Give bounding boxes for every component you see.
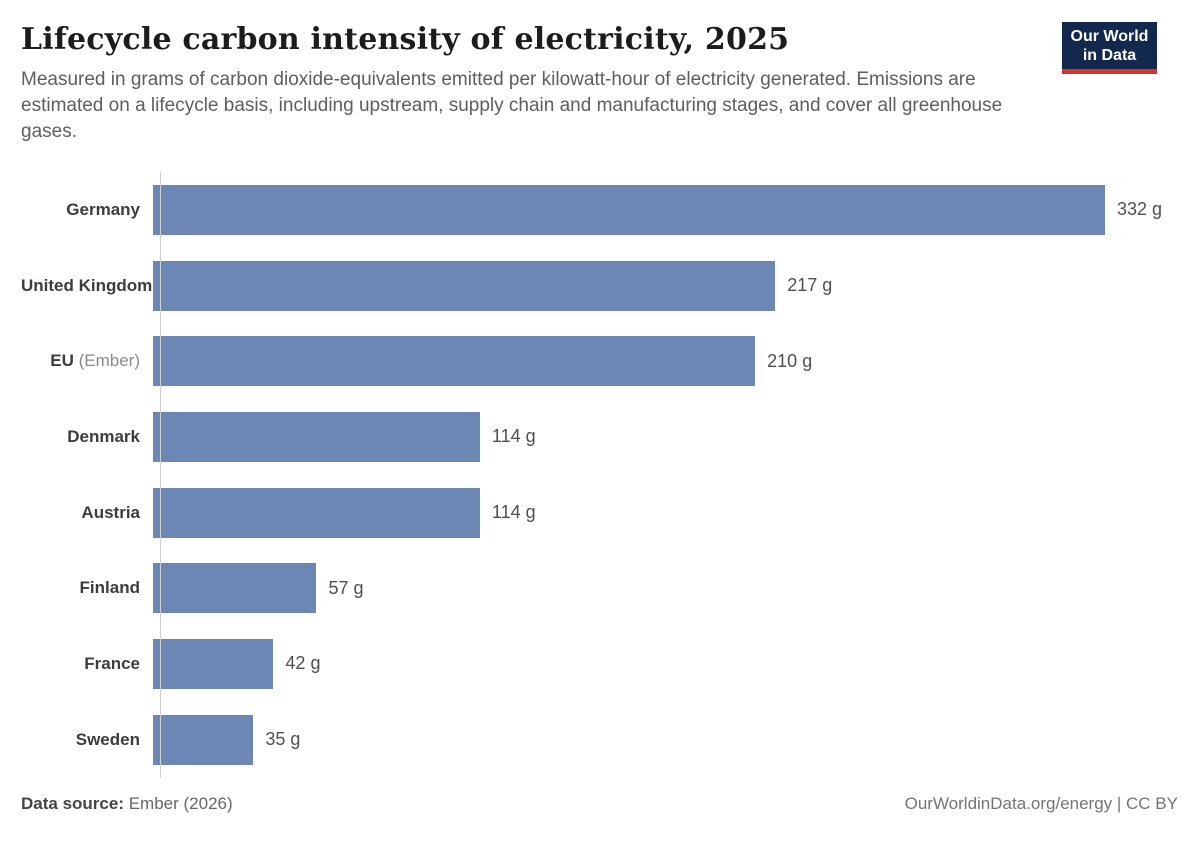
owid-logo: Our World in Data	[1062, 22, 1157, 74]
bar-row: Germany 332 g	[21, 172, 1178, 248]
bar[interactable]	[153, 260, 776, 311]
data-source-label: Data source:	[21, 794, 124, 813]
bar-area: 57 g	[153, 563, 1178, 614]
bar-value-label: 217 g	[787, 275, 833, 296]
country-label: Austria	[81, 502, 140, 522]
country-label: France	[84, 653, 140, 673]
country-label: Sweden	[75, 729, 140, 749]
bar[interactable]	[153, 411, 480, 462]
bar-row: EU (Ember) 210 g	[21, 323, 1178, 399]
owid-logo-red-strip	[1062, 69, 1157, 74]
bar-area: 114 g	[153, 411, 1178, 462]
chart-header: Lifecycle carbon intensity of electricit…	[21, 0, 1178, 145]
bar-rows: Germany 332 g United Kingdom 217 g EU (E…	[21, 172, 1178, 778]
y-axis-line	[160, 172, 161, 778]
country-label-suffix: (Ember)	[73, 351, 140, 371]
bar[interactable]	[153, 563, 317, 614]
bar-value-label: 114 g	[491, 426, 536, 447]
bar-row: Finland 57 g	[21, 550, 1178, 626]
bar-value-label: 332 g	[1117, 199, 1163, 220]
bar-row: United Kingdom 217 g	[21, 248, 1178, 324]
bar-area: 210 g	[153, 336, 1178, 387]
country-label: United Kingdom	[21, 275, 153, 295]
bar-value-label: 210 g	[767, 350, 813, 371]
chart-footer: Data source: Ember (2026) OurWorldinData…	[21, 794, 1178, 814]
bar-area: 114 g	[153, 487, 1178, 538]
bar-area: 42 g	[153, 638, 1178, 689]
country-label: Denmark	[67, 426, 140, 446]
bar[interactable]	[153, 714, 254, 765]
owid-logo-text: Our World in Data	[1062, 22, 1157, 69]
owid-logo-line2: in Data	[1082, 47, 1137, 64]
owid-logo-line1: Our World	[1070, 28, 1149, 45]
bar-row: France 42 g	[21, 626, 1178, 702]
bar-value-label: 114 g	[491, 502, 536, 523]
bar[interactable]	[153, 638, 274, 689]
data-source: Data source: Ember (2026)	[21, 794, 233, 814]
bar-value-label: 42 g	[285, 653, 321, 674]
bar-chart: Germany 332 g United Kingdom 217 g EU (E…	[21, 172, 1178, 778]
data-source-value: Ember (2026)	[123, 794, 233, 813]
bar[interactable]	[153, 487, 480, 538]
country-label: Finland	[79, 578, 140, 598]
country-label: EU (Ember)	[50, 351, 140, 371]
bar-value-label: 35 g	[265, 729, 301, 750]
page-title: Lifecycle carbon intensity of electricit…	[21, 22, 790, 57]
bar-row: Austria 114 g	[21, 475, 1178, 551]
bar-area: 35 g	[153, 714, 1178, 765]
bar[interactable]	[153, 336, 756, 387]
country-label: Germany	[66, 199, 140, 219]
bar-value-label: 57 g	[328, 577, 364, 598]
bar-row: Denmark 114 g	[21, 399, 1178, 475]
bar[interactable]	[153, 184, 1105, 235]
bar-row: Sweden 35 g	[21, 702, 1178, 778]
footer-license: OurWorldinData.org/energy | CC BY	[904, 794, 1178, 813]
bar-area: 217 g	[153, 260, 1178, 311]
chart-subtitle: Measured in grams of carbon dioxide-equi…	[21, 69, 1003, 142]
bar-area: 332 g	[153, 184, 1178, 235]
